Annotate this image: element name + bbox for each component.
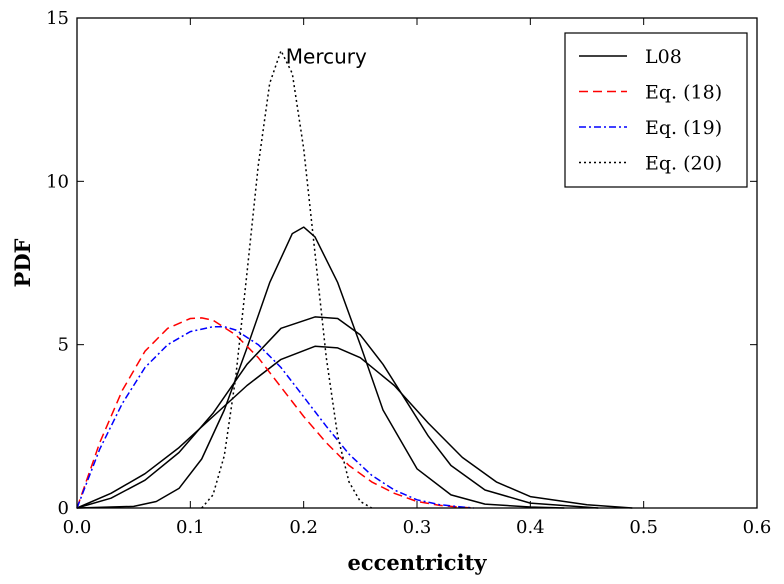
legend-label: Eq. (18) — [645, 82, 722, 104]
x-tick-label: 0.3 — [403, 517, 432, 538]
x-tick-label: 0.1 — [176, 517, 205, 538]
series-line-0 — [76, 226, 565, 509]
legend-box — [564, 32, 748, 188]
legend-label: L08 — [645, 46, 682, 68]
x-axis-label: eccentricity — [348, 550, 488, 575]
series-line-4 — [76, 325, 474, 509]
y-tick-label: 15 — [46, 8, 69, 29]
series-line-2 — [76, 345, 633, 509]
series-line-1 — [76, 316, 599, 509]
x-tick-label: 0.2 — [289, 517, 318, 538]
series-lines — [76, 49, 633, 509]
y-tick-label: 10 — [46, 171, 69, 192]
axis-ticks: 0.0 0.1 0.2 0.3 0.4 0.5 0.6 0 5 10 15 — [46, 8, 771, 538]
x-tick-label: 0.6 — [743, 517, 772, 538]
x-tick-label: 0.5 — [629, 517, 658, 538]
series-line-5 — [201, 49, 373, 509]
y-tick-label: 0 — [58, 498, 69, 519]
annotation-mercury: Mercury — [286, 45, 367, 69]
legend-label: Eq. (19) — [645, 117, 722, 139]
legend: L08 Eq. (18) Eq. (19) Eq. (20) — [564, 32, 748, 188]
legend-label: Eq. (20) — [645, 153, 722, 175]
y-axis-label: PDF — [10, 238, 35, 287]
x-tick-label: 0.4 — [516, 517, 545, 538]
series-line-3 — [76, 317, 474, 509]
x-tick-label: 0.0 — [63, 517, 92, 538]
y-tick-label: 5 — [58, 335, 69, 356]
